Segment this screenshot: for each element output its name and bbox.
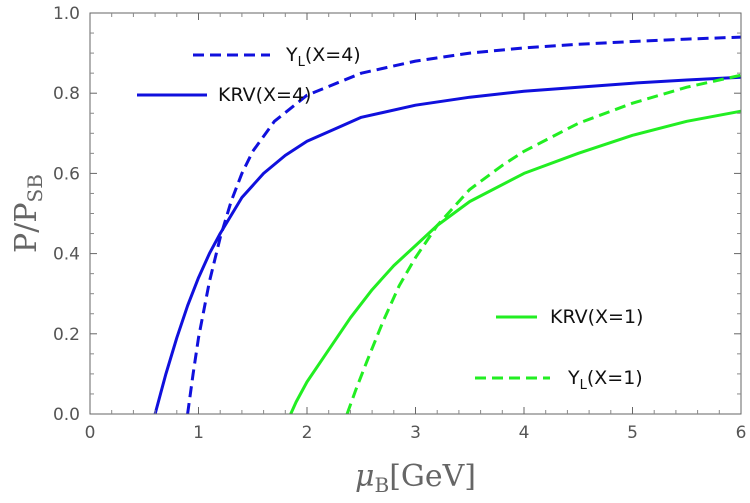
y-tick-label: 0.8 (53, 84, 80, 104)
plot-frame (89, 12, 742, 415)
legend-label-4: YL(X=1) (567, 367, 643, 393)
y-tick-label: 0.2 (53, 325, 80, 345)
axis-layer: 0 1 2 3 4 5 6 0.0 0.2 0.4 0.6 0.8 1.0 (53, 4, 746, 443)
y-tick-label: 0.0 (53, 405, 80, 425)
y-tick-label: 0.6 (53, 164, 80, 184)
legend-label-2: KRV(X=4) (218, 84, 311, 106)
series-line-4 (345, 73, 742, 415)
legend-label-1: YL(X=4) (285, 44, 361, 70)
x-tick-label: 6 (736, 423, 747, 443)
y-axis-title-main: P/P (9, 202, 44, 252)
series-line-1 (186, 35, 742, 415)
legend-label-sub: L (580, 378, 588, 393)
x-tick-label: 5 (627, 423, 638, 443)
legend-label-main: KRV(X=1) (550, 306, 643, 328)
x-axis-title-sub: B (375, 473, 390, 497)
series-line-2 (153, 75, 742, 415)
legend-label-main: KRV(X=4) (218, 84, 311, 106)
series-line-3 (289, 109, 742, 415)
legend-label-rest: (X=1) (587, 367, 643, 389)
x-axis-title: μB[GeV] (355, 459, 476, 497)
y-tick-label: 0.4 (53, 245, 80, 265)
y-tick-label: 1.0 (53, 4, 80, 24)
legend-label-3: KRV(X=1) (550, 306, 643, 328)
legend-label-sub: L (298, 55, 306, 70)
x-tick-label: 3 (410, 423, 421, 443)
legend-label-rest: (X=4) (305, 44, 361, 66)
legend-layer: YL(X=4)KRV(X=4)KRV(X=1)YL(X=1) (137, 44, 643, 393)
legend-label-main: Y (567, 367, 580, 389)
x-tick-label: 4 (519, 423, 530, 443)
x-axis-title-main: μ (355, 459, 375, 494)
legend-label-main: Y (285, 44, 298, 66)
x-tick-label: 1 (193, 423, 204, 443)
y-axis-title: P/PSB (9, 174, 47, 253)
x-tick-label: 2 (302, 423, 313, 443)
x-tick-label: 0 (85, 423, 96, 443)
x-axis-title-unit: [GeV] (389, 459, 476, 494)
series-layer (153, 35, 742, 415)
y-axis-title-sub: SB (23, 174, 47, 202)
